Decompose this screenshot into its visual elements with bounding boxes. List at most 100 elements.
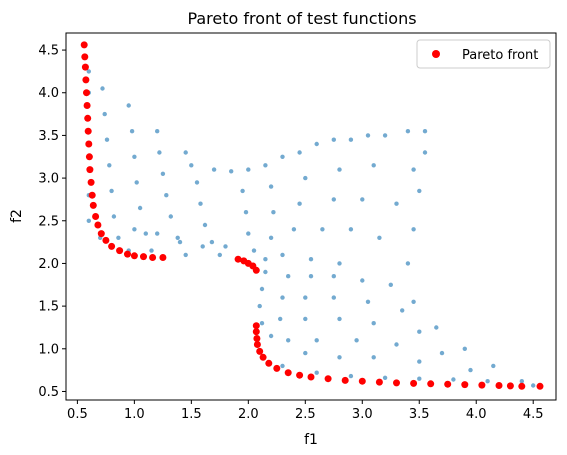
feasible-point — [417, 188, 422, 194]
feasible-point — [348, 137, 354, 142]
feasible-point — [417, 329, 422, 334]
feasible-point — [303, 316, 308, 322]
pareto-point — [536, 382, 544, 390]
points-layer — [80, 41, 544, 390]
feasible-point — [371, 321, 376, 326]
feasible-point — [259, 286, 265, 292]
feasible-point — [531, 383, 536, 388]
pareto-point — [410, 379, 418, 387]
legend-box — [416, 39, 551, 69]
pareto-point — [87, 178, 95, 186]
legend: Pareto front — [416, 39, 551, 69]
feasible-point — [411, 299, 416, 304]
feasible-point — [246, 231, 251, 236]
feasible-point — [388, 282, 393, 287]
feasible-point — [451, 377, 456, 382]
feasible-point — [86, 218, 92, 223]
pareto-point — [85, 153, 93, 161]
feasible-point — [129, 129, 135, 134]
feasible-point — [462, 346, 467, 351]
pareto-point — [88, 191, 96, 199]
feasible-point — [303, 295, 308, 300]
x-axis-label: f1 — [304, 432, 318, 448]
feasible-point — [331, 137, 336, 142]
feasible-point — [271, 210, 276, 215]
feasible-point — [331, 295, 336, 300]
pareto-point — [273, 364, 281, 372]
x-tick-label: 4.0 — [466, 407, 487, 422]
pareto-point — [81, 63, 89, 71]
feasible-point — [519, 379, 524, 384]
feasible-point — [246, 167, 251, 172]
chart-title: Pareto front of test functions — [187, 9, 416, 28]
feasible-point — [278, 316, 283, 322]
feasible-point — [286, 274, 291, 279]
feasible-point — [257, 303, 262, 309]
legend-entry: Pareto front — [462, 48, 538, 63]
feasible-point — [303, 175, 308, 181]
pareto-point — [94, 221, 102, 229]
feasible-point — [422, 150, 428, 155]
x-tick-label: 3.0 — [352, 407, 373, 422]
feasible-point — [160, 171, 166, 176]
feasible-point — [268, 333, 274, 339]
y-axis: 0.5 1.0 1.5 2.0 2.5 3.0 3.5 4.0 4.5 — [38, 44, 66, 400]
pareto-point — [324, 375, 332, 383]
feasible-point — [240, 188, 245, 194]
pareto-point — [495, 382, 503, 389]
plot-frame — [65, 32, 557, 401]
feasible-point — [263, 163, 268, 168]
feasible-point — [149, 248, 154, 253]
pareto-point — [140, 253, 147, 261]
pareto-point — [149, 254, 157, 261]
feasible-point — [183, 150, 188, 155]
feasible-point — [331, 197, 336, 202]
pareto-point — [478, 381, 486, 389]
feasible-point — [371, 355, 376, 360]
pareto-point — [97, 230, 105, 238]
pareto-point — [124, 250, 131, 258]
feasible-point — [111, 214, 117, 219]
pareto-point — [83, 102, 91, 109]
feasible-point — [194, 180, 200, 185]
feasible-point — [217, 252, 222, 258]
feasible-point — [280, 252, 285, 258]
feasible-point — [104, 137, 110, 142]
feasible-point — [183, 252, 188, 258]
feasible-point — [268, 235, 274, 240]
feasible-point — [422, 129, 428, 134]
pareto-point — [444, 380, 452, 388]
feasible-point — [280, 295, 285, 300]
pareto-point — [102, 236, 110, 244]
feasible-point — [155, 231, 160, 236]
feasible-point — [107, 163, 112, 168]
feasible-point — [411, 227, 416, 232]
feasible-point — [134, 180, 139, 185]
y-tick-label: 1.0 — [38, 342, 59, 357]
feasible-point — [297, 201, 302, 206]
y-tick-label: 4.5 — [38, 44, 59, 59]
feasible-point — [308, 274, 314, 279]
feasible-point — [157, 150, 162, 155]
feasible-point — [348, 373, 354, 379]
pareto-point — [84, 114, 92, 122]
pareto-point — [518, 382, 526, 390]
feasible-point — [365, 299, 371, 304]
feasible-point — [468, 367, 473, 373]
pareto-point — [92, 213, 100, 220]
feasible-point — [177, 239, 183, 245]
y-tick-label: 3.5 — [38, 129, 59, 144]
feasible-point — [211, 167, 217, 172]
pareto-point — [284, 369, 292, 377]
y-tick-label: 2.5 — [38, 214, 59, 229]
feasible-point — [337, 261, 342, 266]
feasible-point — [382, 375, 388, 380]
feasible-point — [348, 227, 354, 232]
feasible-point — [200, 244, 205, 249]
x-tick-label: 4.5 — [523, 407, 544, 422]
feasible-point — [202, 222, 208, 228]
pareto-point — [89, 201, 97, 209]
pareto-point — [81, 53, 89, 61]
feasible-point — [268, 184, 274, 189]
